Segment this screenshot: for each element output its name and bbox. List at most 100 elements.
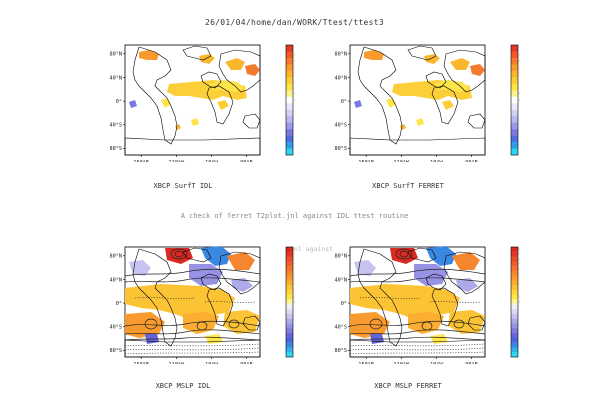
y-tick-label: 40°S <box>110 325 123 331</box>
x-tick-label: 110°W <box>168 160 184 162</box>
contour-line-8 <box>395 248 413 260</box>
colorbar-frame <box>285 44 294 156</box>
contour-line-7 <box>453 319 465 329</box>
y-tick-label: 80°N <box>110 52 123 58</box>
x-tick-label: 150°E <box>133 362 149 364</box>
colorbar-swatch <box>286 313 293 319</box>
colorbar-swatch <box>511 103 518 110</box>
contour-line-2 <box>349 320 486 327</box>
colorbar-label: 250 <box>520 276 521 280</box>
contour-line-0 <box>124 268 261 277</box>
mslp-idl-panel: 150°E 110°W 10°W 90°E 80°N 40°N 0° 40°S 80°S 600… <box>110 246 296 364</box>
colorbar-label: 1 <box>295 84 296 90</box>
y-tick-label: 80°N <box>110 254 123 260</box>
colorbar-swatch <box>511 285 518 291</box>
coastline-2 <box>425 273 447 291</box>
colorbar-swatch <box>511 64 518 72</box>
field-patch-3 <box>450 58 470 70</box>
colorbar-swatch <box>511 304 518 310</box>
field-patch-5 <box>424 54 440 64</box>
colorbar-label: 600 <box>520 247 521 251</box>
colorbar-label: 10 <box>295 46 296 52</box>
colorbar-label: -450 <box>520 343 521 347</box>
colorbar-swatch <box>511 352 518 358</box>
colorbar-frame <box>510 246 519 358</box>
y-tick-label: 0° <box>341 301 347 307</box>
colorbar-label: 400 <box>520 262 521 266</box>
colorbar-swatch <box>286 261 293 267</box>
colorbar-swatch <box>511 313 518 319</box>
colorbar-swatch <box>511 45 518 52</box>
colorbar-label: -4 <box>295 130 296 136</box>
coastline-4 <box>218 251 261 295</box>
colorbar-label: -300 <box>295 329 296 333</box>
contour-line-2 <box>124 320 261 327</box>
colorbar-label: 4 <box>295 65 296 71</box>
contour-line-1 <box>124 277 261 283</box>
colorbar-label: -150 <box>295 314 296 318</box>
colorbar-swatch <box>511 116 518 123</box>
coastline-2 <box>425 71 447 89</box>
coastline-4 <box>443 251 486 295</box>
colorbar-swatch <box>511 333 518 339</box>
contour-line-7 <box>228 319 240 329</box>
colorbar-label: -600 <box>520 353 521 357</box>
colorbar-label: -600 <box>295 353 296 357</box>
surft-ferret-panel: 150°E110°W10°W90°E80°N40°N0°40°S80°S 108… <box>335 44 521 162</box>
field-patch-9 <box>416 118 424 126</box>
contour-line-3 <box>124 329 261 335</box>
colorbar-swatch <box>286 116 293 123</box>
field-patch-9 <box>191 118 199 126</box>
contour-line-4 <box>124 336 261 341</box>
colorbar-swatch <box>286 64 293 72</box>
x-tick-label: 10°W <box>205 160 218 162</box>
colorbar-swatch <box>511 261 518 267</box>
page-title: 26/01/04/home/dan/WORK/Ttest/ttest3 <box>204 18 385 27</box>
colorbar-swatch <box>511 251 518 257</box>
coastline-5 <box>242 113 261 129</box>
colorbar-label: -500 <box>520 348 521 352</box>
colorbar-swatch <box>286 251 293 257</box>
coastline-0 <box>132 248 178 347</box>
x-tick-label: 10°W <box>430 362 443 364</box>
colorbar-swatch <box>286 280 293 286</box>
contour-line-5 <box>369 318 383 330</box>
colorbar-label: 4 <box>520 65 521 71</box>
ghost-caption: jnl against <box>290 245 334 253</box>
contour-line-6 <box>196 321 208 331</box>
panel-caption-mslp-idl: XBCP MSLP IDL <box>155 382 211 390</box>
coastline-1 <box>407 247 437 263</box>
field-layer <box>124 246 261 355</box>
field-patch-0 <box>350 284 460 320</box>
colorbar-swatch <box>511 318 518 324</box>
colorbar-label: 0 <box>295 97 296 103</box>
coastline-5 <box>467 113 486 129</box>
colorbar-swatch <box>286 148 293 156</box>
coastline-0 <box>357 46 403 145</box>
colorbar-label: -8 <box>520 143 521 149</box>
colorbar-label: 450 <box>295 257 296 261</box>
colorbar-swatch <box>286 309 293 315</box>
colorbar-label: 0 <box>295 300 296 304</box>
coastline-0 <box>132 46 178 145</box>
colorbar-swatch <box>286 109 293 117</box>
colorbar-swatch <box>286 77 293 85</box>
colorbar-frame <box>510 44 519 156</box>
field-patch-2 <box>183 312 219 334</box>
colorbar-swatch <box>511 96 518 104</box>
colorbar-frame <box>285 246 294 358</box>
colorbar-label: 500 <box>295 252 296 256</box>
colorbar-swatch <box>286 83 293 91</box>
colorbar-label: 250 <box>295 276 296 280</box>
y-tick-label: 40°N <box>335 277 348 283</box>
coastline-6 <box>124 137 261 156</box>
y-tick-label: 80°S <box>110 146 123 152</box>
field-patch-1 <box>209 80 245 92</box>
colorbar-swatch <box>286 342 293 348</box>
colorbar-swatch <box>286 294 293 300</box>
field-patch-8 <box>354 100 362 108</box>
x-tick-label: 150°E <box>358 160 374 162</box>
colorbar-label: -10 <box>520 149 521 155</box>
contour-line-5 <box>144 318 158 330</box>
colorbar-label: 0.5 <box>295 91 296 97</box>
